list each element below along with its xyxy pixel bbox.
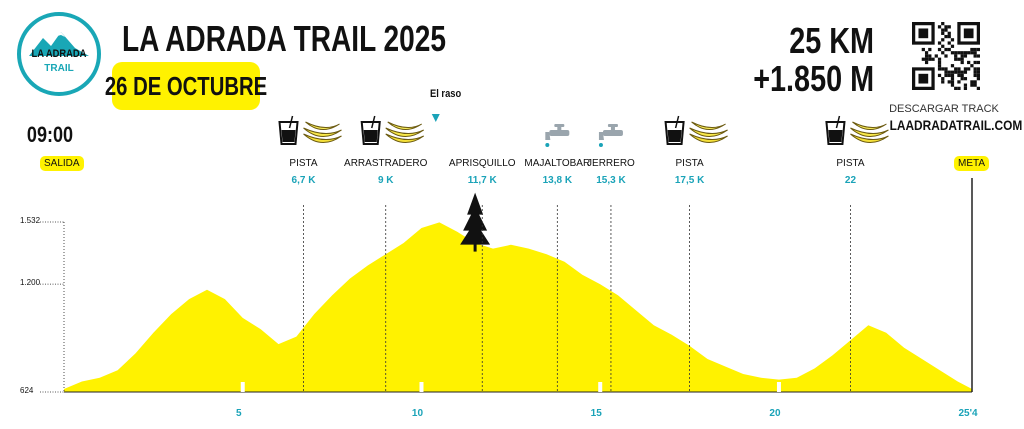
checkpoint-icons <box>360 115 425 145</box>
page-title: LA ADRADA TRAIL 2025 <box>122 18 447 59</box>
checkpoint-km: 9 K <box>377 175 394 186</box>
date-badge: 26 DE OCTUBRE <box>105 62 267 110</box>
checkpoint-name: ARRASTRADERO <box>344 158 428 169</box>
elevation-gain-label: +1.850 M <box>753 58 874 99</box>
finish-label: META <box>954 156 990 171</box>
logo-text-line2: TRAIL <box>44 63 74 74</box>
qr-code-icon[interactable] <box>912 22 980 90</box>
km-marker <box>598 382 603 392</box>
water-tap-icon <box>545 124 570 147</box>
km-marker <box>419 382 424 392</box>
drink-glass-icon <box>825 115 846 145</box>
banana-icon <box>303 121 342 143</box>
checkpoint-name: PISTA <box>836 158 865 169</box>
tree-icon <box>460 192 491 252</box>
date-text: 26 DE OCTUBRE <box>104 70 268 101</box>
km-marker <box>776 382 781 392</box>
y-tick-label: 1.200 <box>20 278 41 288</box>
start-time: 09:00 <box>26 122 74 147</box>
summit-label: El raso <box>430 88 462 100</box>
y-tick-label: 1.532 <box>20 216 41 225</box>
race-logo <box>17 12 101 96</box>
download-track-label: DESCARGAR TRACK <box>889 103 999 115</box>
drink-glass-icon <box>278 115 299 145</box>
mountain-icon <box>29 32 89 56</box>
checkpoint-name: APRISQUILLO <box>448 158 516 169</box>
drink-glass-icon <box>664 115 685 145</box>
x-tick-label: 5 <box>235 408 242 419</box>
km-marker <box>240 382 245 392</box>
start-label: SALIDA <box>40 156 84 171</box>
checkpoint-name: PISTA <box>675 158 704 169</box>
summit-marker-icon <box>431 114 440 122</box>
x-tick-label: 15 <box>590 408 602 419</box>
checkpoint-name: PISTA <box>289 158 318 169</box>
checkpoint-km: 6,7 K <box>291 175 316 186</box>
banana-icon <box>850 121 889 143</box>
banana-icon <box>385 121 425 143</box>
checkpoint-name: JERRERO <box>587 158 635 169</box>
x-tick-label: 25'4 <box>958 408 978 419</box>
checkpoint-km: 15,3 K <box>596 175 626 186</box>
water-tap-icon <box>598 124 623 147</box>
checkpoint-km: 17,5 K <box>674 175 705 186</box>
checkpoint-km: 22 <box>844 175 857 186</box>
y-tick-label: 624 <box>20 386 34 395</box>
checkpoint-icons <box>664 115 728 145</box>
checkpoint-icons <box>598 124 623 147</box>
x-tick-label: 20 <box>769 408 781 419</box>
drink-glass-icon <box>360 115 381 145</box>
x-tick-label: 10 <box>411 408 424 419</box>
checkpoint-name: MAJALTOBAR <box>524 158 591 169</box>
track-url-link[interactable]: LAADRADATRAIL.COM <box>889 117 1023 133</box>
checkpoint-icons <box>825 115 889 145</box>
checkpoint-icons <box>545 124 570 147</box>
checkpoint-km: 11,7 K <box>467 175 497 186</box>
distance-label: 25 KM <box>789 20 874 61</box>
logo-text-line1: LA ADRADA <box>31 48 87 60</box>
checkpoint-icons <box>278 115 342 145</box>
checkpoint-km: 13,8 K <box>542 175 573 186</box>
banana-icon <box>689 121 728 143</box>
elevation-area <box>64 222 972 392</box>
